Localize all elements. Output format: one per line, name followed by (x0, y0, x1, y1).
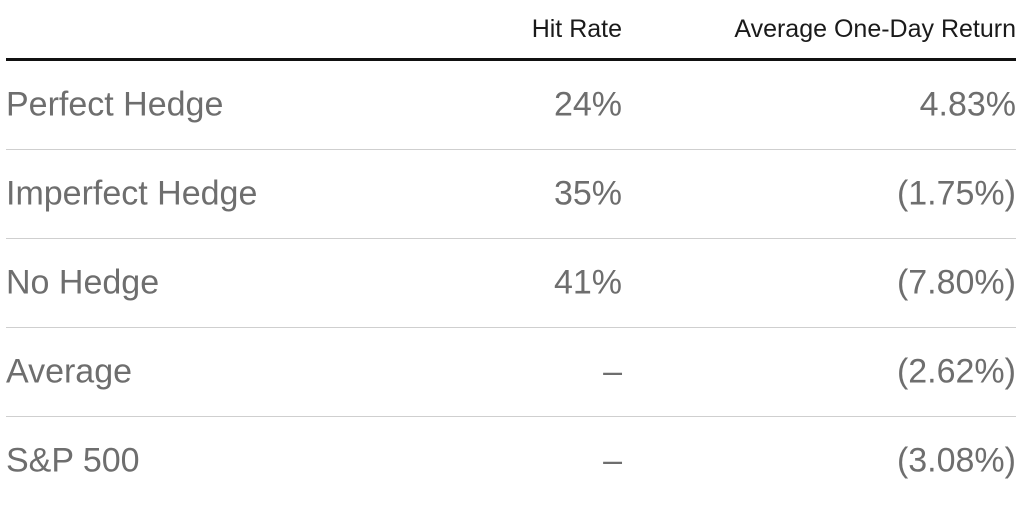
return-value: 4.83% (919, 85, 1016, 124)
header-hit-rate: Hit Rate (531, 15, 622, 43)
table-row: Average – (2.62%) (6, 328, 1016, 417)
table-row: No Hedge 41% (7.80%) (6, 239, 1016, 328)
hit-rate-value: – (603, 441, 622, 480)
row-label: Imperfect Hedge (6, 174, 258, 213)
row-label: No Hedge (6, 263, 160, 302)
row-label: S&P 500 (6, 441, 140, 480)
row-label: Perfect Hedge (6, 85, 224, 124)
return-value: (2.62%) (896, 352, 1016, 391)
hit-rate-value: – (603, 352, 622, 391)
return-value: (1.75%) (896, 174, 1016, 213)
table-row: S&P 500 – (3.08%) (6, 417, 1016, 505)
hit-rate-value: 41% (553, 263, 622, 302)
table-row: Imperfect Hedge 35% (1.75%) (6, 150, 1016, 239)
hit-rate-value: 24% (553, 85, 622, 124)
hedge-returns-table: Hit Rate Average One-Day Return Perfect … (6, 0, 1016, 505)
table-header: Hit Rate Average One-Day Return (6, 0, 1016, 61)
return-value: (3.08%) (896, 441, 1016, 480)
table-row: Perfect Hedge 24% 4.83% (6, 61, 1016, 150)
row-label: Average (6, 352, 133, 391)
return-value: (7.80%) (896, 263, 1016, 302)
hit-rate-value: 35% (553, 174, 622, 213)
header-average-one-day-return: Average One-Day Return (734, 15, 1016, 43)
